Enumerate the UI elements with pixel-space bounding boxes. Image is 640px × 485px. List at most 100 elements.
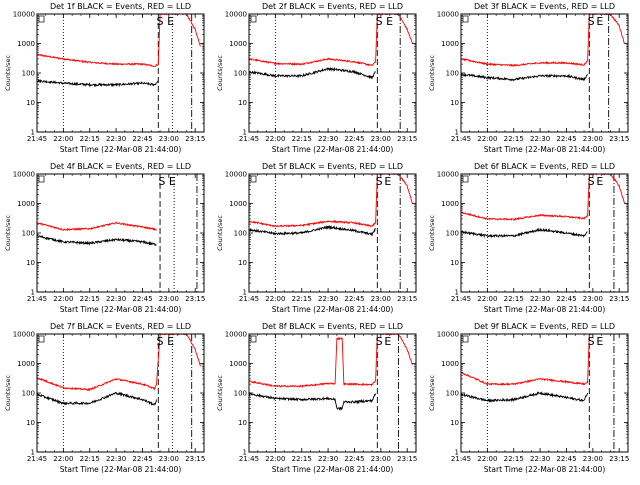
y-tick-label: 1000 (229, 40, 247, 48)
x-tick-label: 22:00 (53, 135, 73, 143)
x-tick-label: 22:30 (106, 455, 126, 463)
x-tick-label: 21:45 (239, 295, 259, 303)
x-tick-label: 23:00 (371, 135, 391, 143)
y-tick-label: 100 (22, 230, 35, 238)
y-tick-label: 10 (238, 259, 247, 267)
x-tick-label: 22:45 (556, 295, 576, 303)
x-tick-label: 21:45 (27, 135, 47, 143)
marker-s: S (157, 335, 164, 348)
x-tick-label: 21:45 (27, 455, 47, 463)
x-tick-label: 22:45 (132, 455, 152, 463)
y-tick-label: 10000 (437, 171, 459, 179)
corner-box-icon (462, 335, 469, 343)
y-tick-label: 1000 (441, 360, 459, 368)
x-tick-label: 22:45 (344, 295, 364, 303)
x-tick-label: 22:45 (556, 455, 576, 463)
x-tick-label: 22:15 (80, 455, 100, 463)
marker-e: E (596, 335, 603, 348)
x-tick-label: 22:45 (556, 135, 576, 143)
panel-title: Det 4f BLACK = Events, RED = LLD (50, 162, 191, 171)
marker-s: S (588, 175, 595, 188)
x-tick-label: 22:45 (132, 295, 152, 303)
marker-e: E (169, 175, 176, 188)
detector-panel: Det 4f BLACK = Events, RED = LLD Counts/s… (4, 162, 205, 314)
marker-e: E (386, 15, 393, 28)
x-tick-label: 22:30 (530, 455, 550, 463)
marker-s: S (588, 15, 595, 28)
x-tick-label: 23:00 (159, 295, 179, 303)
detector-panel: Det 3f BLACK = Events, RED = LLD Counts/s… (428, 2, 629, 154)
x-axis-label: Start Time (22-Mar-08 21:44:00) (484, 465, 606, 474)
y-tick-label: 1000 (17, 360, 35, 368)
y-axis-label: Counts/sec (428, 215, 436, 251)
x-tick-label: 22:30 (106, 135, 126, 143)
lld-series-line (36, 332, 201, 392)
marker-s: S (376, 15, 383, 28)
x-tick-label: 23:15 (609, 135, 629, 143)
x-tick-label: 22:30 (530, 295, 550, 303)
x-tick-label: 22:00 (53, 295, 73, 303)
x-tick-label: 22:00 (265, 295, 285, 303)
y-tick-label: 1000 (229, 360, 247, 368)
x-tick-label: 22:45 (344, 135, 364, 143)
x-tick-label: 23:15 (185, 135, 205, 143)
events-series-line (36, 78, 159, 88)
y-axis-label: Counts/sec (216, 55, 224, 91)
panel-title: Det 8f BLACK = Events, RED = LLD (262, 322, 403, 331)
detector-panel: Det 1f BLACK = Events, RED = LLD Counts/s… (4, 2, 205, 154)
x-tick-label: 21:45 (239, 135, 259, 143)
y-tick-label: 100 (234, 70, 247, 78)
x-axis-label: Start Time (22-Mar-08 21:44:00) (60, 305, 182, 314)
y-axis-label: Counts/sec (216, 375, 224, 411)
panel-title: Det 2f BLACK = Events, RED = LLD (262, 2, 403, 11)
y-tick-label: 100 (22, 70, 35, 78)
events-series-line (36, 234, 157, 247)
y-tick-label: 10000 (225, 171, 247, 179)
x-tick-label: 22:15 (292, 455, 312, 463)
y-tick-label: 10 (450, 259, 459, 267)
y-tick-label: 1000 (441, 40, 459, 48)
y-tick-label: 100 (22, 390, 35, 398)
x-tick-label: 23:15 (185, 455, 205, 463)
panel-title: Det 6f BLACK = Events, RED = LLD (474, 162, 615, 171)
x-axis-label: Start Time (22-Mar-08 21:44:00) (60, 145, 182, 154)
x-tick-label: 22:30 (106, 295, 126, 303)
corner-box-icon (462, 15, 469, 23)
y-tick-label: 100 (446, 70, 459, 78)
x-tick-label: 22:30 (318, 295, 338, 303)
y-axis-label: Counts/sec (4, 375, 12, 411)
x-tick-label: 23:15 (185, 295, 205, 303)
x-tick-label: 23:00 (583, 455, 603, 463)
x-tick-label: 23:00 (371, 295, 391, 303)
y-tick-label: 100 (234, 230, 247, 238)
corner-box-icon (250, 15, 257, 23)
marker-e: E (384, 175, 391, 188)
x-axis-label: Start Time (22-Mar-08 21:44:00) (60, 465, 182, 474)
y-tick-label: 1000 (229, 200, 247, 208)
x-tick-label: 22:00 (477, 295, 497, 303)
y-tick-label: 10000 (13, 171, 35, 179)
panel-title: Det 1f BLACK = Events, RED = LLD (50, 2, 191, 11)
x-tick-label: 22:00 (477, 455, 497, 463)
x-tick-label: 22:15 (504, 455, 524, 463)
y-tick-label: 10000 (225, 11, 247, 19)
x-tick-label: 23:00 (583, 295, 603, 303)
marker-s: S (376, 175, 383, 188)
corner-box-icon (462, 175, 469, 183)
marker-s: S (157, 15, 164, 28)
detector-panel: Det 5f BLACK = Events, RED = LLD Counts/s… (216, 162, 417, 314)
corner-box-icon (250, 175, 257, 183)
x-tick-label: 23:15 (397, 295, 417, 303)
plot-frame (460, 173, 629, 293)
y-tick-label: 1 (31, 129, 35, 137)
x-tick-label: 23:15 (609, 295, 629, 303)
lld-series-line (36, 12, 201, 68)
events-series-line (460, 72, 588, 82)
y-axis-label: Counts/sec (4, 55, 12, 91)
marker-e: E (596, 175, 603, 188)
corner-box-icon (250, 335, 257, 343)
corner-box-icon (38, 15, 45, 23)
y-axis-label: Counts/sec (428, 375, 436, 411)
x-tick-label: 21:45 (451, 295, 471, 303)
marker-s: S (376, 335, 383, 348)
